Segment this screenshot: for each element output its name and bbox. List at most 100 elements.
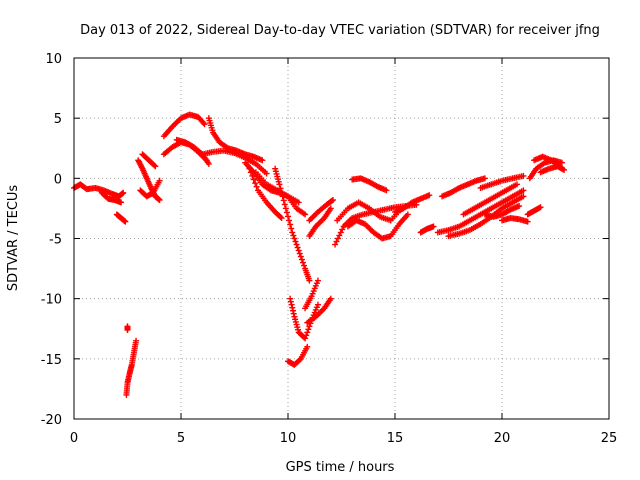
- data-points: [71, 111, 568, 398]
- data-point: [133, 337, 140, 344]
- series-track-16h: [417, 223, 437, 236]
- data-point: [561, 166, 568, 173]
- data-point: [558, 159, 565, 166]
- data-point: [297, 253, 304, 260]
- data-point: [290, 232, 297, 239]
- y-axis-label: SDTVAR / TECUs: [6, 185, 21, 292]
- data-point: [278, 215, 285, 222]
- data-point: [298, 256, 305, 263]
- series-track-10h-e: [302, 277, 321, 312]
- data-point: [537, 204, 544, 211]
- data-point: [278, 189, 285, 196]
- data-point: [334, 235, 341, 242]
- series-track-18h: [460, 181, 520, 218]
- series-track-3h: [135, 157, 163, 203]
- series-track-20h: [499, 215, 531, 225]
- data-point: [281, 201, 288, 208]
- data-point: [287, 298, 294, 305]
- data-point: [332, 241, 339, 248]
- data-point: [118, 199, 125, 206]
- series-track-11h-b: [306, 196, 336, 224]
- y-tick-label: 0: [54, 172, 62, 187]
- data-point: [291, 235, 298, 242]
- data-point: [293, 241, 300, 248]
- data-point: [314, 301, 321, 308]
- data-point: [304, 329, 311, 336]
- data-point: [302, 335, 309, 342]
- x-tick-label: 20: [494, 431, 511, 446]
- data-point: [337, 229, 344, 236]
- data-point: [205, 160, 212, 167]
- data-point: [289, 304, 296, 311]
- data-point: [288, 225, 295, 232]
- data-point: [328, 197, 335, 204]
- data-point: [122, 218, 129, 225]
- series-track-19h: [477, 172, 527, 191]
- x-axis-label: GPS time / hours: [286, 460, 395, 475]
- data-point: [327, 295, 334, 302]
- data-point: [520, 193, 527, 200]
- series-track-17h-b: [439, 175, 488, 200]
- series-track-early-dip: [98, 189, 125, 206]
- y-tick-label: -5: [49, 233, 62, 248]
- y-tick-label: 10: [45, 52, 62, 67]
- data-point: [247, 169, 254, 176]
- x-tick-label: 25: [601, 431, 618, 446]
- data-point: [289, 307, 296, 314]
- data-point: [288, 301, 295, 308]
- plot-frame: [73, 57, 610, 420]
- data-point: [152, 163, 159, 170]
- data-point: [156, 196, 163, 203]
- data-point: [314, 277, 321, 284]
- series-track-10h-b: [287, 295, 321, 342]
- data-point: [287, 221, 294, 228]
- data-point: [294, 244, 301, 251]
- data-point: [481, 175, 488, 182]
- y-tick-label: 5: [54, 112, 62, 127]
- series-track-21h: [524, 204, 544, 218]
- data-point: [151, 162, 158, 169]
- y-tick-label: -10: [41, 293, 62, 308]
- x-tick-label: 15: [387, 431, 404, 446]
- data-point: [295, 247, 302, 254]
- data-point: [282, 205, 289, 212]
- data-point: [339, 226, 346, 233]
- data-point: [292, 238, 299, 245]
- data-point: [306, 323, 313, 330]
- data-point: [201, 121, 208, 128]
- series-track-8h-c: [246, 165, 285, 222]
- data-point: [513, 181, 520, 188]
- data-point: [430, 223, 437, 230]
- series-track-3h-b: [137, 177, 163, 200]
- data-point: [303, 332, 310, 339]
- series-track-10h: [272, 165, 313, 284]
- chart-title: Day 013 of 2022, Sidereal Day-to-day VTE…: [80, 23, 600, 38]
- data-point: [246, 165, 253, 172]
- series-track-13h-b: [349, 175, 390, 194]
- data-point: [520, 172, 527, 179]
- data-point: [520, 187, 527, 194]
- data-point: [120, 189, 127, 196]
- data-point: [280, 197, 287, 204]
- data-point: [404, 211, 411, 218]
- data-point: [200, 119, 207, 126]
- data-point: [283, 209, 290, 216]
- data-point: [156, 177, 163, 184]
- data-point: [299, 259, 306, 266]
- series-track-early: [71, 181, 127, 200]
- series-track-13h: [344, 211, 411, 242]
- data-point: [249, 172, 256, 179]
- series-track-10h-c: [285, 343, 311, 368]
- y-tick-label: -20: [41, 413, 62, 428]
- data-point: [305, 326, 312, 333]
- data-point: [302, 211, 309, 218]
- data-point: [329, 196, 336, 203]
- series-track-15h: [392, 192, 433, 216]
- data-point: [263, 170, 270, 177]
- data-point: [333, 238, 340, 245]
- series-track-22h-c: [537, 163, 568, 176]
- series-track-6h-b: [199, 147, 270, 177]
- series-track-11h: [306, 205, 334, 240]
- x-tick-label: 10: [280, 431, 297, 446]
